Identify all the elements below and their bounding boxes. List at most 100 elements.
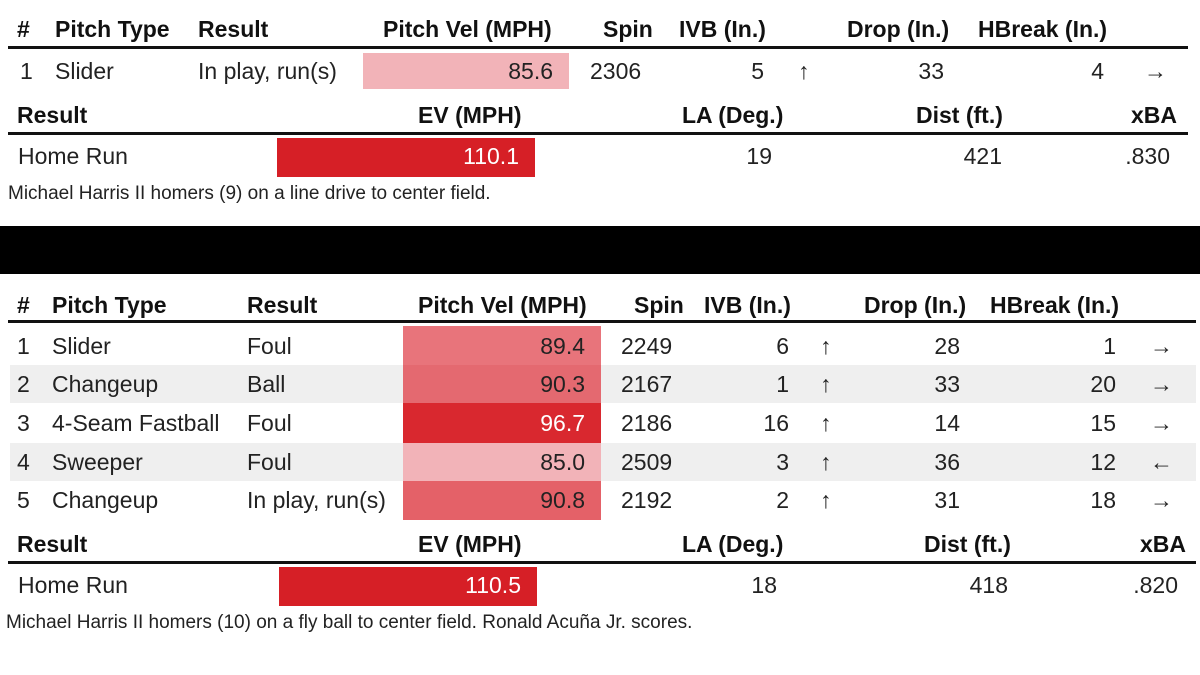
header-result: Result — [198, 16, 269, 42]
outcome-header-xba: xBA — [1140, 531, 1187, 557]
outcome-header-ev: EV (MPH) — [418, 531, 522, 557]
pitch-type: Changeup — [52, 487, 159, 513]
header-spin: Spin — [603, 16, 653, 42]
pitch-drop: 36 — [934, 449, 960, 475]
pitch-num: 5 — [17, 487, 30, 513]
arrow-left-icon: ← — [1150, 449, 1173, 475]
pitch-spin: 2167 — [621, 371, 673, 397]
outcome-la: 18 — [751, 572, 777, 598]
exit-velocity-bar — [277, 138, 535, 177]
pitch-result: In play, run(s) — [198, 58, 337, 84]
pitch-velocity: 85.6 — [508, 58, 553, 84]
outcome-dist: 421 — [963, 143, 1002, 169]
header-num: # — [17, 292, 30, 318]
pitch-velocity: 96.7 — [540, 410, 585, 436]
velocity-bar — [403, 403, 601, 443]
pitch-ivb: 16 — [763, 410, 789, 436]
pitch-type: Slider — [55, 58, 114, 84]
header-pitch-type: Pitch Type — [52, 292, 167, 318]
play-description: Michael Harris II homers (10) on a fly b… — [6, 612, 693, 633]
pitch-result: Foul — [247, 333, 292, 359]
pitch-velocity: 85.0 — [540, 449, 585, 475]
velocity-bar — [363, 53, 569, 89]
header-divider — [8, 46, 1188, 49]
outcome-header-dist: Dist (ft.) — [916, 102, 1003, 128]
row-stripe — [10, 443, 1196, 481]
pitch-ivb: 2 — [776, 487, 789, 513]
pitch-ivb: 3 — [776, 449, 789, 475]
pitch-spin: 2306 — [590, 58, 642, 84]
header-ivb: IVB (In.) — [704, 292, 791, 318]
pitch-spin: 2186 — [621, 410, 673, 436]
header-divider — [8, 320, 1196, 323]
arrow-up-icon: ↑ — [798, 58, 810, 84]
exit-velocity-bar — [279, 567, 537, 606]
pitch-type: Changeup — [52, 371, 159, 397]
header-drop: Drop (In.) — [864, 292, 967, 318]
pitch-ivb: 5 — [751, 58, 764, 84]
pitch-velocity: 90.8 — [540, 487, 585, 513]
velocity-bar — [403, 365, 601, 403]
velocity-bar — [403, 481, 601, 520]
pitch-num: 1 — [17, 333, 30, 359]
outcome-header-la: LA (Deg.) — [682, 531, 784, 557]
outcome-header-dist: Dist (ft.) — [924, 531, 1011, 557]
outcome-divider — [8, 561, 1196, 564]
header-velocity: Pitch Vel (MPH) — [383, 16, 552, 42]
arrow-up-icon: ↑ — [820, 487, 832, 513]
pitch-spin: 2192 — [621, 487, 673, 513]
pitch-drop: 14 — [934, 410, 960, 436]
outcome-header-la: LA (Deg.) — [682, 102, 784, 128]
pitch-drop: 28 — [934, 333, 960, 359]
pitch-hbreak: 4 — [1091, 58, 1104, 84]
pitch-type: 4-Seam Fastball — [52, 410, 220, 436]
arrow-up-icon: ↑ — [820, 410, 832, 436]
outcome-result: Home Run — [18, 572, 128, 598]
pitch-num: 1 — [20, 58, 33, 84]
header-pitch-type: Pitch Type — [55, 16, 170, 42]
header-hbreak: HBreak (In.) — [990, 292, 1120, 318]
pitch-num: 4 — [17, 449, 30, 475]
pitch-spin: 2249 — [621, 333, 673, 359]
pitch-hbreak: 15 — [1090, 410, 1116, 436]
arrow-right-icon: → — [1150, 371, 1173, 397]
pitch-result: Ball — [247, 371, 286, 397]
pitch-type: Sweeper — [52, 449, 143, 475]
outcome-header-result: Result — [17, 531, 88, 557]
pitch-ivb: 6 — [776, 333, 789, 359]
pitch-type: Slider — [52, 333, 111, 359]
outcome-ev: 110.1 — [463, 143, 519, 169]
outcome-header-result: Result — [17, 102, 88, 128]
pitch-ivb: 1 — [776, 371, 789, 397]
outcome-dist: 418 — [969, 572, 1008, 598]
arrow-up-icon: ↑ — [820, 449, 832, 475]
header-drop: Drop (In.) — [847, 16, 950, 42]
pitch-num: 3 — [17, 410, 30, 436]
pitch-num: 2 — [17, 371, 30, 397]
outcome-la: 19 — [746, 143, 772, 169]
pitch-hbreak: 12 — [1090, 449, 1116, 475]
header-hbreak: HBreak (In.) — [978, 16, 1108, 42]
outcome-divider — [8, 132, 1188, 135]
pitch-hbreak: 20 — [1090, 371, 1116, 397]
pitch-hbreak: 18 — [1090, 487, 1116, 513]
outcome-xba: .820 — [1133, 572, 1178, 598]
arrow-right-icon: → — [1150, 487, 1173, 513]
pitch-drop: 33 — [918, 58, 944, 84]
arrow-right-icon: → — [1144, 58, 1167, 84]
pitch-hbreak: 1 — [1103, 333, 1116, 359]
header-spin: Spin — [634, 292, 684, 318]
play-description: Michael Harris II homers (9) on a line d… — [8, 183, 491, 204]
arrow-up-icon: ↑ — [820, 371, 832, 397]
row-stripe — [10, 365, 1196, 403]
velocity-bar — [403, 326, 601, 365]
outcome-header-ev: EV (MPH) — [418, 102, 522, 128]
arrow-up-icon: ↑ — [820, 333, 832, 359]
pitch-drop: 33 — [934, 371, 960, 397]
header-velocity: Pitch Vel (MPH) — [418, 292, 587, 318]
pitch-drop: 31 — [934, 487, 960, 513]
pitch-velocity: 89.4 — [540, 333, 585, 359]
velocity-bar — [403, 443, 601, 481]
outcome-header-xba: xBA — [1131, 102, 1178, 128]
arrow-right-icon: → — [1150, 333, 1173, 359]
